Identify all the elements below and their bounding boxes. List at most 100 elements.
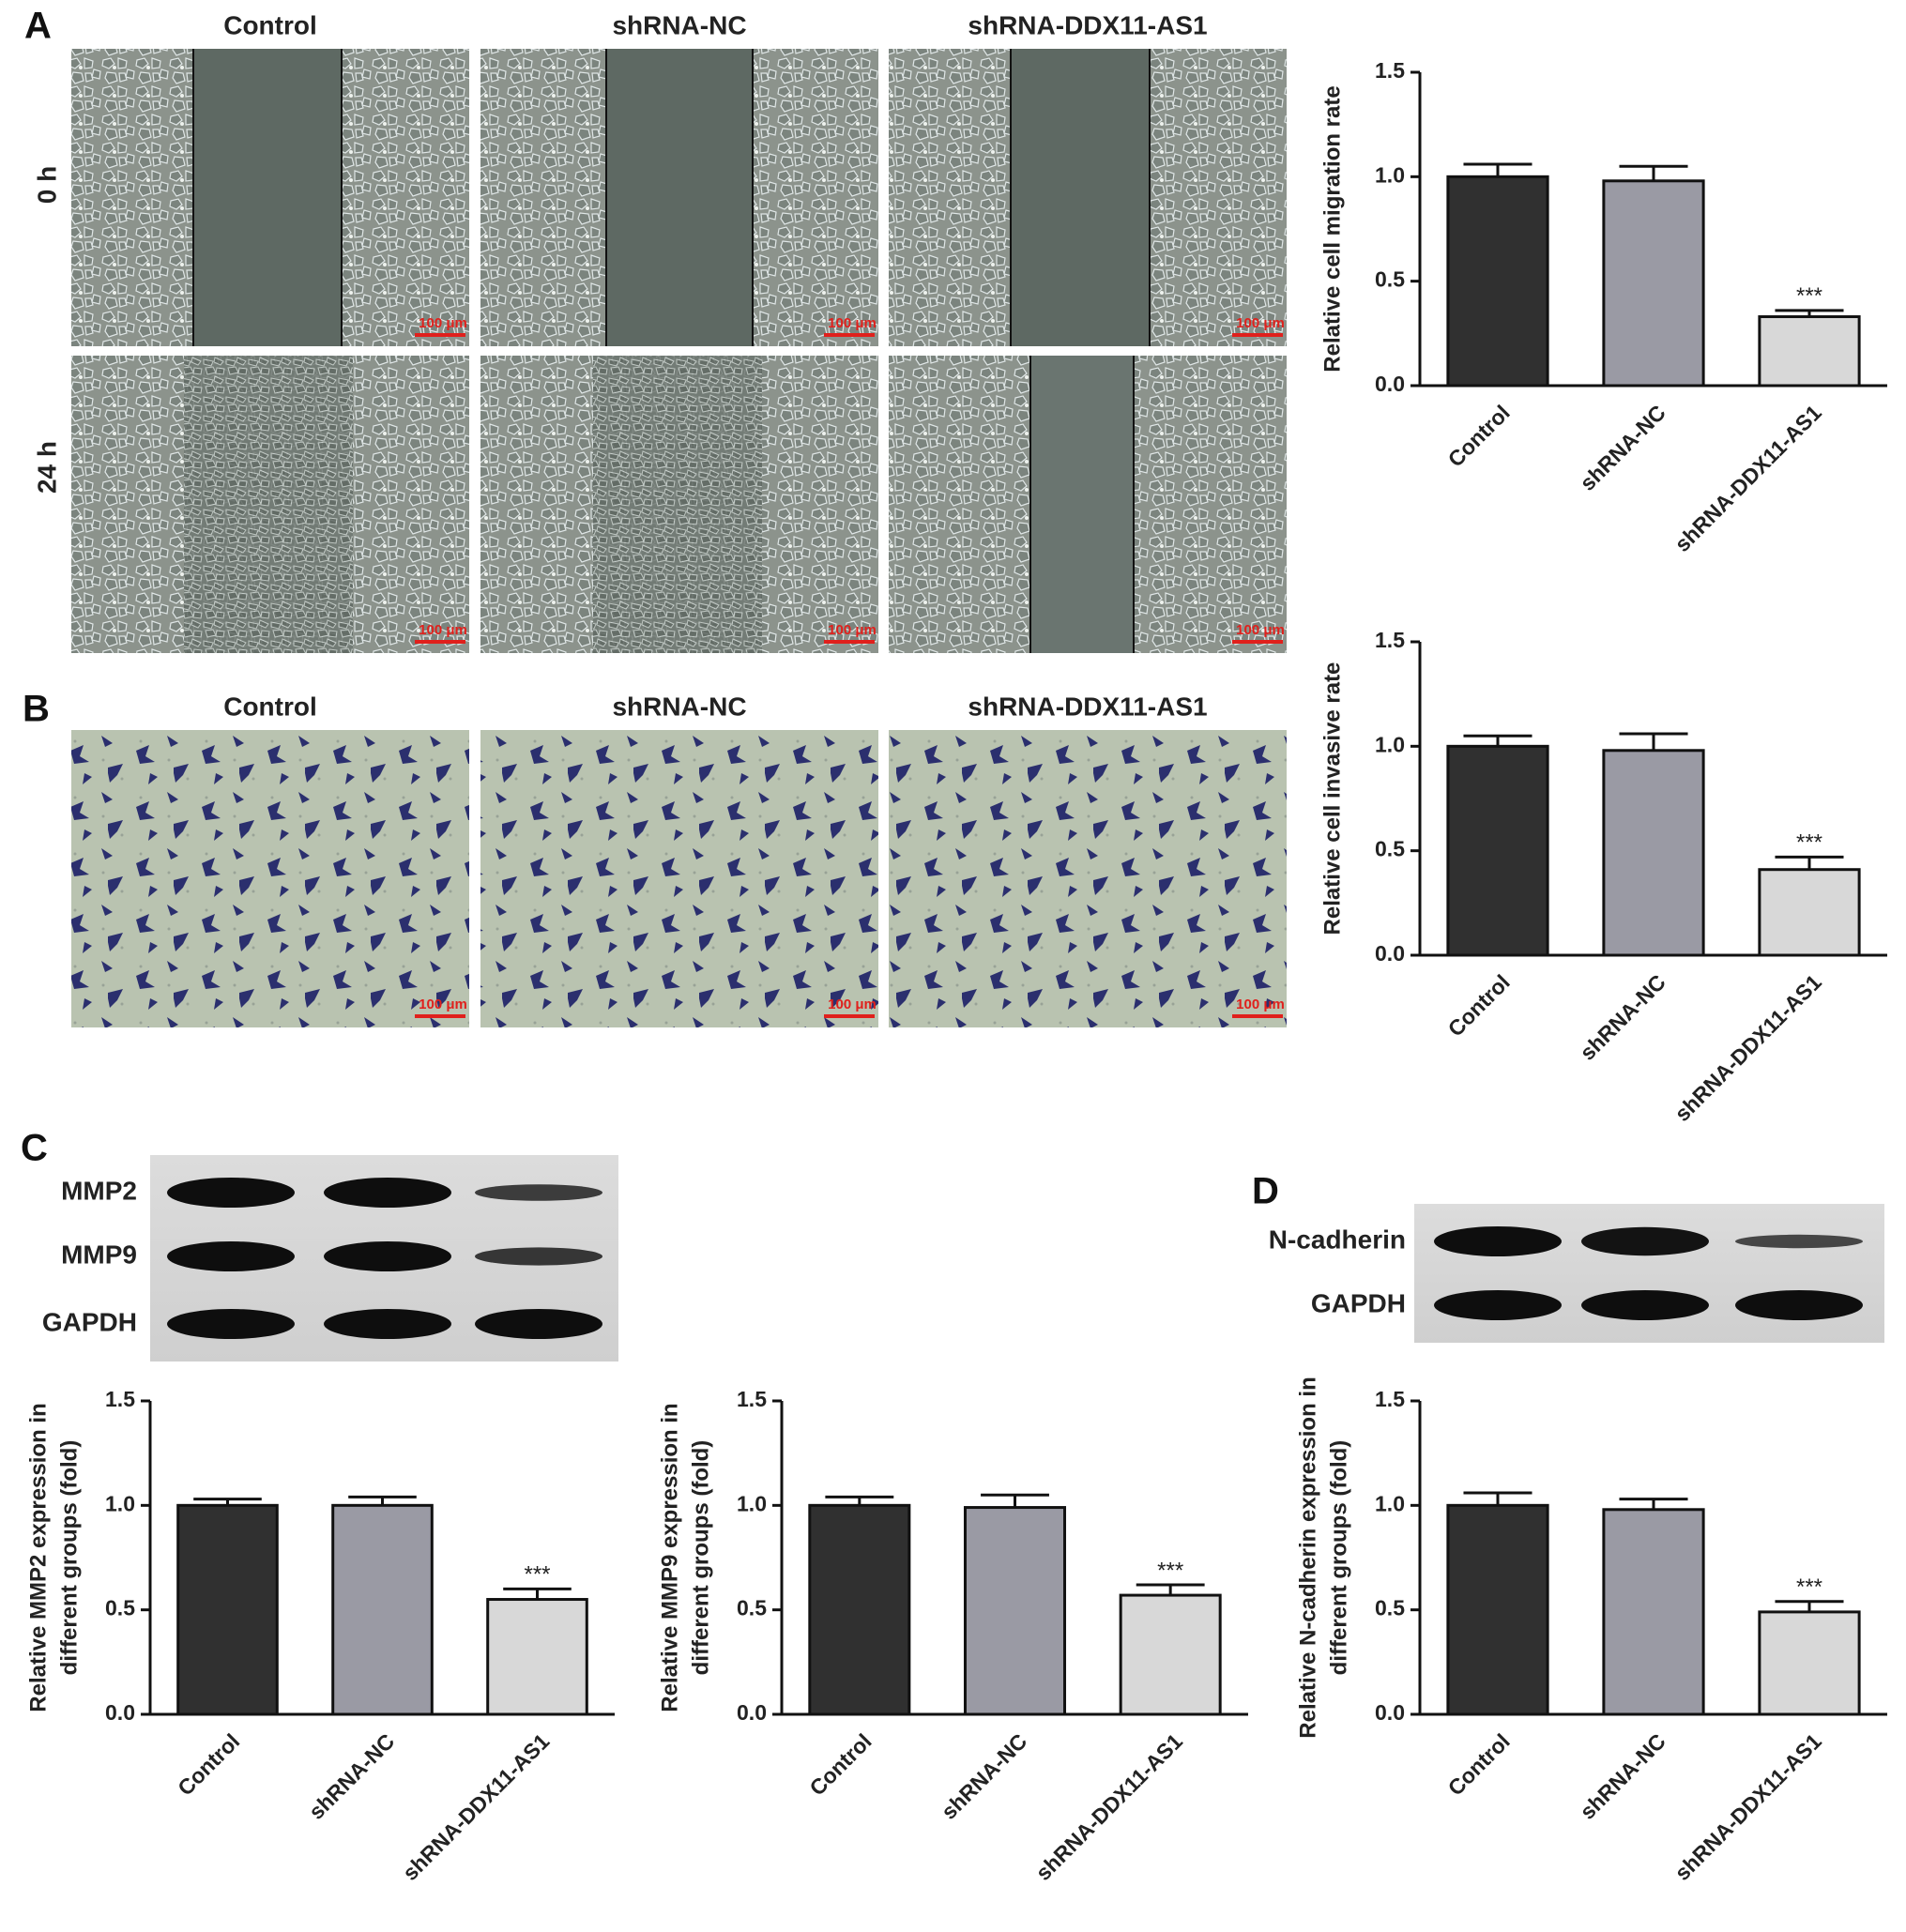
panel-label: C: [21, 1128, 48, 1169]
error-bar: [1463, 734, 1532, 747]
x-tick-label: shRNA-DDX11-AS1: [1670, 1728, 1826, 1885]
y-axis-label: Relative N-cadherin expression in: [1295, 1377, 1320, 1738]
y-tick-label: 1.0: [737, 1491, 767, 1515]
x-tick-label: shRNA-NC: [1575, 969, 1670, 1065]
error-bar: [1775, 855, 1844, 870]
bar: [486, 1598, 588, 1716]
blot-band: [167, 1309, 295, 1339]
error-bar: [1463, 1491, 1532, 1506]
bar: [331, 1503, 434, 1716]
bar: [808, 1503, 911, 1716]
error-bar: [1775, 309, 1844, 317]
blot-label: MMP2: [61, 1176, 137, 1205]
blot-band: [475, 1309, 602, 1339]
scale-bar-label: 100 μm: [419, 315, 467, 331]
error-bar: [348, 1495, 417, 1506]
transwell-image: [71, 730, 469, 1027]
wound-gap: [1011, 49, 1150, 346]
blot-label: GAPDH: [1311, 1288, 1406, 1317]
scale-bar-label: 100 μm: [419, 996, 467, 1012]
x-tick-label: Control: [804, 1728, 876, 1800]
panel-label: D: [1252, 1171, 1279, 1212]
closed-wound: [593, 356, 762, 653]
y-tick-label: 0.0: [1375, 941, 1405, 966]
transwell-image: [480, 730, 878, 1027]
error-bar: [1619, 732, 1688, 751]
bar: [1602, 1508, 1705, 1716]
y-tick-label: 1.5: [1375, 1387, 1405, 1411]
y-axis-label: Relative cell migration rate: [1319, 85, 1345, 372]
wound-gap: [1030, 356, 1134, 653]
error-bar: [193, 1498, 262, 1506]
y-tick-label: 0.0: [1375, 372, 1405, 396]
blot-band: [475, 1247, 602, 1266]
column-header: shRNA-NC: [612, 10, 746, 39]
y-tick-label: 1.5: [1375, 628, 1405, 652]
bar: [1758, 1610, 1861, 1716]
blot-band: [1434, 1226, 1562, 1256]
blot-band: [1735, 1234, 1863, 1249]
significance: ***: [1796, 1575, 1822, 1600]
y-tick-label: 1.5: [1375, 58, 1405, 83]
y-tick-label: 1.0: [1375, 732, 1405, 756]
bar: [1758, 868, 1861, 957]
y-tick-label: 0.5: [1375, 837, 1405, 861]
scale-bar-label: 100 μm: [828, 996, 877, 1012]
significance: ***: [524, 1562, 550, 1588]
panel-label: B: [23, 689, 50, 730]
error-bar: [1463, 162, 1532, 177]
blot-band: [1434, 1290, 1562, 1320]
error-bar: [1619, 164, 1688, 181]
y-tick-label: 0.5: [1375, 267, 1405, 292]
blot-label: GAPDH: [42, 1307, 137, 1336]
y-axis-label: different groups (fold): [1326, 1440, 1351, 1676]
column-header: shRNA-NC: [612, 692, 746, 721]
x-tick-label: shRNA-NC: [937, 1728, 1032, 1824]
significance: ***: [1157, 1558, 1183, 1583]
blot-background: [1414, 1204, 1884, 1343]
x-tick-label: shRNA-DDX11-AS1: [1670, 969, 1826, 1126]
bar: [1446, 744, 1549, 957]
x-tick-label: shRNA-DDX11-AS1: [1670, 400, 1826, 556]
error-bar: [1619, 1498, 1688, 1510]
y-tick-label: 0.0: [1375, 1700, 1405, 1725]
scale-bar-label: 100 μm: [1236, 622, 1285, 638]
scale-bar-label: 100 μm: [1236, 996, 1285, 1012]
y-tick-label: 1.5: [737, 1387, 767, 1411]
bar: [176, 1503, 279, 1716]
bar: [1446, 1503, 1549, 1716]
blot-band: [167, 1178, 295, 1208]
error-bar: [1775, 1600, 1844, 1612]
bar: [963, 1506, 1067, 1716]
column-header: shRNA-DDX11-AS1: [968, 692, 1207, 721]
blot-band: [167, 1241, 295, 1271]
y-tick-label: 0.0: [105, 1700, 135, 1725]
blot-band: [324, 1241, 451, 1271]
column-header: Control: [223, 10, 317, 39]
blot-band: [1581, 1226, 1709, 1256]
blot-band: [475, 1184, 602, 1201]
x-tick-label: Control: [173, 1728, 244, 1800]
x-tick-label: Control: [1443, 400, 1515, 471]
y-axis-label: Relative MMP2 expression in: [25, 1403, 51, 1711]
y-tick-label: 0.5: [1375, 1596, 1405, 1620]
row-label: 0 h: [32, 166, 61, 204]
error-bar: [825, 1495, 894, 1506]
error-bar: [503, 1587, 572, 1600]
blot-band: [1735, 1290, 1863, 1320]
scale-bar-label: 100 μm: [419, 622, 467, 638]
blot-band: [324, 1309, 451, 1339]
row-label: 24 h: [32, 441, 61, 494]
y-axis-label: different groups (fold): [688, 1440, 713, 1676]
x-tick-label: shRNA-NC: [1575, 400, 1670, 495]
y-axis-label: different groups (fold): [56, 1440, 82, 1676]
x-tick-label: Control: [1443, 1728, 1515, 1800]
error-bar: [1136, 1583, 1205, 1596]
transwell-image: [889, 730, 1287, 1027]
bar: [1602, 749, 1705, 957]
x-tick-label: shRNA-DDX11-AS1: [398, 1728, 555, 1885]
y-tick-label: 1.0: [1375, 1491, 1405, 1515]
bar: [1602, 179, 1705, 388]
blot-label: N-cadherin: [1269, 1225, 1406, 1254]
